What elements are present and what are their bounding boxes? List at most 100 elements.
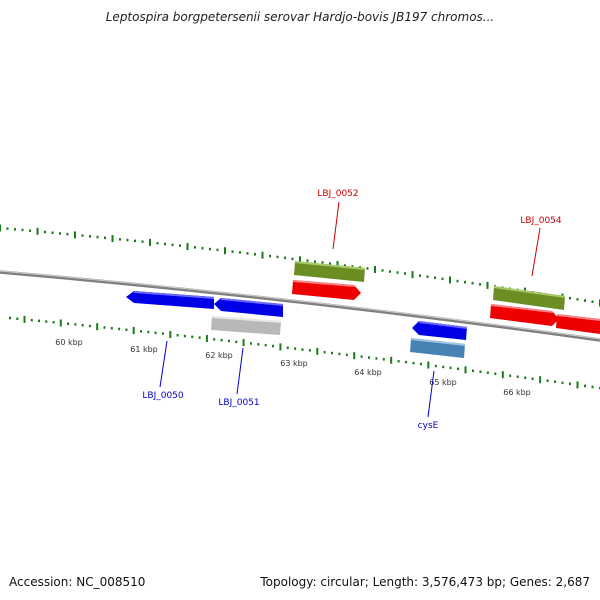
minor-tick: [381, 269, 384, 272]
minor-tick: [59, 232, 61, 235]
minor-tick: [323, 350, 326, 354]
minor-tick: [569, 382, 571, 386]
minor-tick: [329, 262, 331, 265]
leader-lbj0052: [332, 201, 340, 250]
major-tick: [186, 243, 189, 250]
feature-lbj0050-arrow[interactable]: [126, 291, 214, 309]
minor-tick: [412, 361, 415, 365]
minor-tick: [183, 334, 186, 338]
minor-tick: [154, 331, 157, 335]
minor-tick: [368, 356, 370, 359]
minor-tick: [6, 227, 9, 230]
minor-tick: [456, 279, 459, 283]
scale-label-64kbp: 64 kbp: [354, 368, 382, 377]
minor-tick: [246, 252, 249, 255]
major-tick: [169, 331, 172, 338]
gene-label-lbj0050[interactable]: LBJ_0050: [142, 391, 184, 401]
minor-tick: [301, 348, 304, 351]
feature-lbj0051-arrow[interactable]: [214, 298, 283, 317]
minor-tick: [9, 316, 11, 320]
minor-tick: [351, 265, 354, 268]
genome-backbone-highlight: [0, 270, 600, 340]
minor-tick: [284, 256, 286, 260]
minor-tick: [472, 369, 474, 372]
minor-tick: [291, 257, 294, 261]
minor-tick: [554, 380, 557, 383]
minor-tick: [308, 349, 311, 352]
minor-tick: [209, 247, 211, 251]
minor-tick: [382, 358, 385, 361]
major-tick: [374, 266, 376, 273]
feature-lbj0052-arrow[interactable]: [292, 280, 361, 300]
major-tick: [390, 356, 393, 364]
minor-tick: [250, 342, 252, 345]
minor-tick: [360, 355, 363, 358]
minor-tick: [201, 246, 204, 250]
leader-lbj0054: [531, 227, 541, 277]
minor-tick: [344, 264, 346, 267]
minor-tick: [509, 374, 512, 377]
minor-tick: [449, 366, 452, 370]
major-tick: [74, 231, 76, 239]
gene-label-lbj0052[interactable]: LBJ_0052: [317, 189, 358, 199]
gene-label-lbj0051[interactable]: LBJ_0051: [218, 398, 259, 408]
minor-tick: [479, 283, 481, 286]
major-tick: [411, 271, 414, 279]
minor-tick: [434, 276, 436, 279]
major-tick: [132, 327, 135, 334]
minor-tick: [110, 327, 113, 330]
feature-lbj0054-arrow[interactable]: [490, 304, 559, 326]
major-tick: [353, 352, 356, 360]
major-tick: [486, 281, 489, 289]
leader-lbj0050: [159, 340, 168, 388]
major-tick: [501, 371, 504, 379]
minor-tick: [171, 243, 174, 247]
minor-tick: [441, 277, 444, 281]
minor-tick: [479, 370, 482, 373]
minor-tick: [119, 238, 121, 241]
feature-cyse-arrow[interactable]: [412, 321, 467, 340]
minor-tick: [338, 352, 341, 356]
minor-tick: [213, 338, 216, 341]
scale-label-62kbp: 62 kbp: [205, 351, 233, 360]
minor-tick: [227, 339, 230, 343]
genome-summary: Topology: circular; Length: 3,576,473 bp…: [260, 575, 590, 589]
minor-tick: [426, 275, 429, 278]
minor-tick: [161, 332, 164, 335]
minor-tick: [88, 324, 91, 328]
major-tick: [111, 235, 114, 243]
major-tick: [59, 319, 62, 327]
minor-tick: [126, 238, 129, 242]
minor-tick: [179, 244, 181, 247]
feature-next-arrow[interactable]: [556, 314, 600, 334]
major-tick: [336, 261, 339, 268]
minor-tick: [156, 242, 159, 245]
minor-tick: [194, 246, 196, 249]
major-tick: [205, 335, 208, 342]
feature-lbj0051-bar[interactable]: [211, 316, 281, 335]
minor-tick: [134, 239, 136, 243]
major-tick: [242, 339, 245, 347]
minor-tick: [81, 324, 84, 327]
minor-tick: [591, 300, 594, 303]
minor-tick: [591, 385, 594, 389]
minor-tick: [81, 234, 84, 237]
major-tick: [279, 343, 282, 351]
gene-label-cyse[interactable]: cysE: [418, 421, 439, 431]
feature-lbj0054-bar[interactable]: [493, 286, 565, 310]
major-tick: [149, 238, 151, 246]
feature-lbj0052-bar[interactable]: [294, 261, 365, 282]
gene-label-lbj0054[interactable]: LBJ_0054: [520, 216, 562, 226]
leader-lbj0051: [236, 347, 244, 395]
minor-tick: [584, 299, 586, 302]
feature-cyse-bar[interactable]: [410, 338, 465, 358]
minor-tick: [16, 317, 19, 320]
minor-tick: [140, 330, 142, 333]
minor-tick: [569, 296, 571, 300]
minor-tick: [471, 282, 474, 285]
minor-tick: [584, 384, 586, 388]
minor-tick: [74, 323, 77, 326]
major-tick: [539, 376, 542, 384]
scale-label-63kbp: 63 kbp: [280, 359, 308, 368]
minor-tick: [125, 328, 128, 331]
